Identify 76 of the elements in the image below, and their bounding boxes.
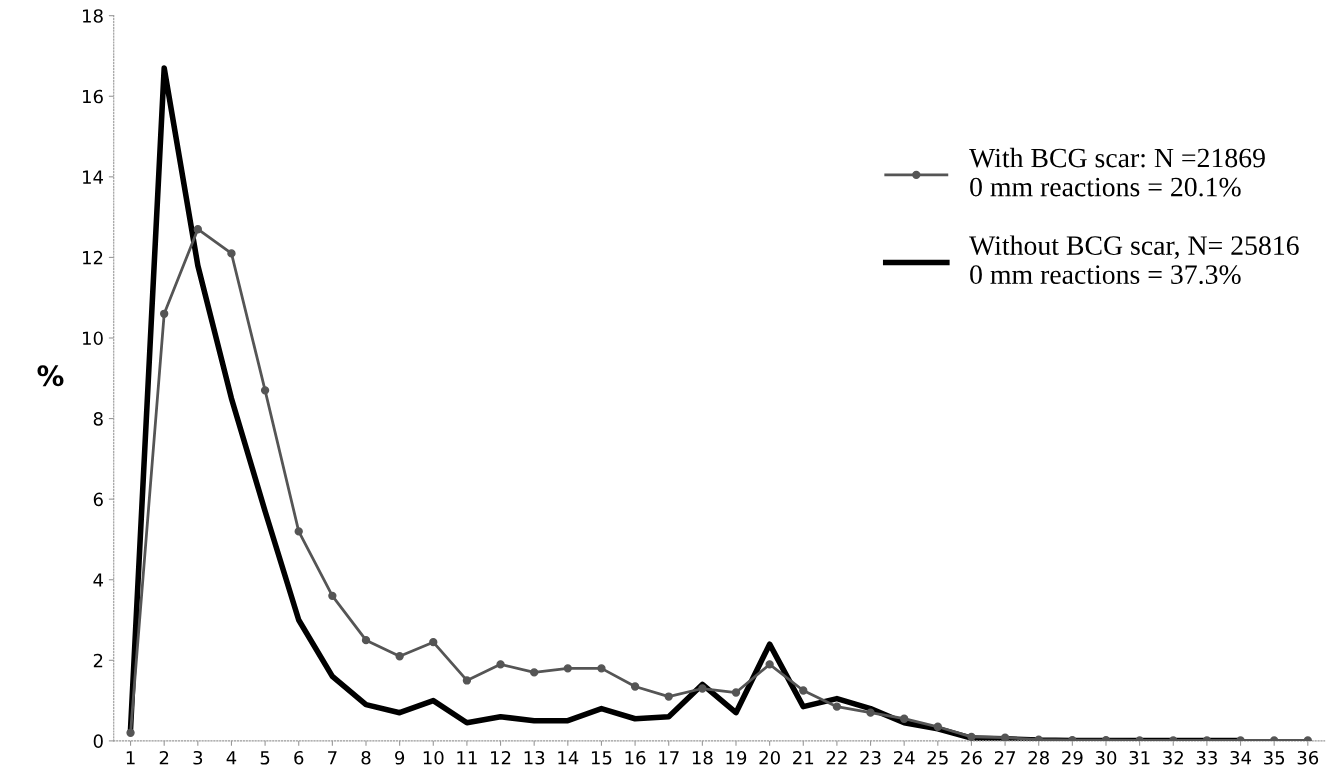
point (933, 722, 942, 731)
y-tick-label: 14 (83, 170, 103, 184)
x-tick-label: 22 (826, 750, 847, 765)
x-tick-label: 25 (927, 750, 948, 765)
point (126, 728, 135, 737)
point (260, 386, 270, 395)
y-tick-label: 12 (83, 250, 103, 265)
point (462, 676, 472, 685)
x-tick-label: 18 (692, 750, 713, 765)
x-tick-label: 3 (193, 750, 203, 765)
x-tick-label: 27 (994, 750, 1016, 765)
y-tick-label: 16 (83, 89, 103, 104)
y-tick-label: 10 (83, 331, 103, 346)
point (361, 635, 371, 645)
point (731, 688, 741, 697)
x-tick-label: 33 (1196, 750, 1217, 765)
x-tick-label: 35 (1264, 750, 1285, 765)
y-tick-label: 0 (93, 734, 103, 748)
point (429, 638, 438, 647)
point (799, 686, 808, 695)
point (765, 660, 774, 669)
x-tick-label: 26 (961, 750, 982, 765)
x-tick-label: 31 (1129, 750, 1150, 765)
point (530, 668, 539, 677)
x-tick-label: 30 (1095, 750, 1117, 765)
point (563, 664, 572, 673)
x-tick-label: 4 (226, 751, 237, 765)
point (698, 684, 707, 693)
x-tick-label: 1 (126, 751, 135, 765)
point (160, 309, 169, 318)
x-tick-label: 12 (491, 750, 511, 765)
x-tick-label: 11 (457, 751, 477, 765)
legend-label: Without BCG scar, N= 25816 0 mm reactions = 37.3% (969, 235, 1299, 285)
x-tick-label: 29 (1062, 750, 1083, 765)
legend-label: With BCG scar: N =21869 0 mm reactions = 20.1% (969, 147, 1265, 197)
x-tick-label: 17 (659, 751, 679, 765)
x-tick-label: 13 (524, 750, 545, 765)
point (1000, 733, 1010, 741)
x-tick-label: 7 (328, 751, 337, 765)
point (328, 591, 337, 601)
y-axis-title: % (37, 365, 64, 387)
x-tick-label: 10 (423, 750, 444, 765)
point (866, 708, 875, 717)
x-tick-label: 9 (395, 750, 405, 765)
point (193, 225, 202, 234)
x-tick-label: 16 (625, 750, 646, 765)
point (597, 664, 606, 673)
x-tick-label: 34 (1230, 750, 1252, 765)
point (832, 702, 842, 711)
point (496, 660, 505, 669)
x-tick-label: 2 (159, 750, 169, 765)
point (967, 732, 976, 741)
x-tick-label: 5 (260, 751, 270, 765)
x-tick-label: 15 (591, 751, 612, 765)
point (630, 682, 640, 691)
x-tick-label: 8 (361, 750, 371, 765)
x-tick-label: 24 (894, 750, 915, 765)
x-tick-label: 6 (294, 750, 304, 765)
y-tick-label: 2 (93, 653, 103, 668)
point (664, 692, 673, 701)
point (395, 652, 404, 661)
x-tick-label: 21 (793, 750, 814, 765)
y-tick-label: 8 (93, 412, 103, 426)
x-tick-label: 32 (1163, 750, 1183, 765)
x-tick-label: 28 (1028, 750, 1049, 765)
x-tick-label: 14 (558, 751, 579, 765)
x-tick-label: 20 (759, 750, 780, 765)
y-tick-label: 18 (83, 9, 103, 23)
point (294, 527, 303, 536)
point (227, 249, 236, 258)
x-tick-label: 19 (726, 750, 747, 765)
y-tick-label: 6 (93, 492, 103, 507)
point (900, 714, 909, 723)
x-tick-label: 23 (860, 750, 881, 765)
y-tick-label: 4 (93, 573, 103, 587)
x-tick-label: 36 (1297, 750, 1319, 765)
